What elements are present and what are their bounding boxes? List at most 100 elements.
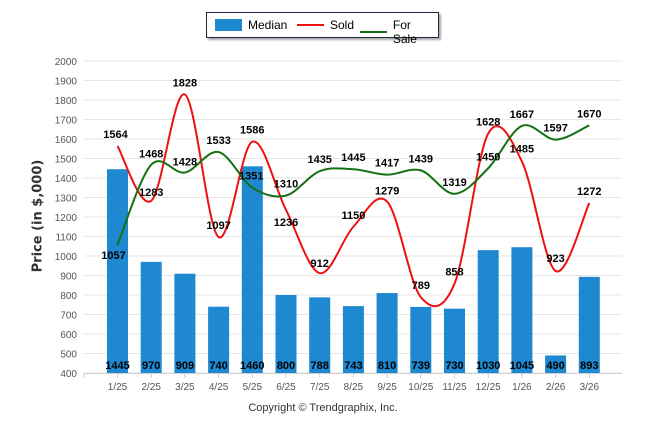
x-tick-label: 12/25: [476, 382, 501, 393]
x-tick-label: 5/25: [243, 382, 263, 393]
sold-data-label: 1279: [375, 186, 399, 198]
sold-data-label: 1150: [341, 210, 365, 222]
y-axis-ticks: 400 500 600 700 800 900 1000 1100 1200 1300 1400 15…: [55, 57, 78, 380]
median-bar: [174, 273, 196, 373]
legend-swatch-median: [215, 19, 242, 31]
x-axis: 1/25 2/25 3/25 4/25 5/25 6/25 7/25 8/25 9/25 10/2…: [83, 373, 622, 393]
x-tick-label: 2/26: [546, 382, 566, 393]
median-data-label: 743: [344, 360, 362, 372]
median-data-label: 788: [311, 360, 329, 372]
legend-swatch-sold: [297, 24, 324, 26]
y-tick-label: 700: [60, 311, 77, 322]
x-tick-label: 10/25: [408, 382, 433, 393]
median-data-label: 909: [176, 360, 194, 372]
sold-data-label: 1236: [274, 217, 298, 229]
median-data-label: 1030: [476, 360, 500, 372]
series-lines: [116, 93, 591, 308]
for-sale-data-label: 1597: [543, 123, 567, 135]
sold-data-label: 1485: [510, 143, 534, 155]
for-sale-data-label: 1439: [409, 153, 433, 165]
legend-label-median: Median: [248, 18, 288, 32]
median-bars: [107, 166, 600, 373]
median-data-label: 1445: [105, 360, 129, 372]
y-tick-label: 2000: [55, 57, 78, 68]
sold-data-label: 1586: [240, 125, 264, 137]
y-axis-label: Price (in $,000): [30, 159, 46, 273]
for-sale-data-label: 1057: [101, 250, 125, 262]
sold-data-label: 1828: [173, 78, 197, 90]
median-data-label: 810: [378, 360, 396, 372]
median-bar: [107, 169, 128, 373]
y-tick-label: 1400: [55, 174, 78, 185]
x-tick-label: 1/26: [512, 382, 532, 393]
median-bar: [477, 250, 499, 373]
x-tick-label: 7/25: [310, 382, 330, 393]
x-tick-label: 11/25: [442, 382, 467, 393]
x-tick-label: 3/25: [175, 382, 195, 393]
median-data-label: 490: [546, 360, 564, 372]
for-sale-data-label: 1428: [173, 157, 197, 169]
for-sale-data-label: 1468: [139, 149, 163, 161]
y-tick-label: 1600: [55, 135, 78, 146]
median-bar: [376, 293, 398, 373]
y-tick-label: 400: [60, 369, 77, 380]
y-tick-label: 1300: [55, 194, 78, 205]
sold-data-label: 789: [412, 280, 430, 292]
for-sale-data-label: 1319: [442, 177, 466, 189]
x-tick-label: 3/26: [580, 382, 600, 393]
sold-data-label: 1272: [577, 186, 601, 198]
x-tick-label: 1/25: [108, 382, 128, 393]
median-data-label: 1045: [510, 360, 534, 372]
sold-data-label: 923: [546, 253, 564, 265]
x-tick-label: 8/25: [344, 382, 364, 393]
median-data-label: 730: [445, 360, 463, 372]
x-tick-label: 6/25: [276, 382, 296, 393]
sold-data-label: 858: [445, 267, 463, 279]
y-tick-label: 1200: [55, 213, 78, 224]
median-bar: [444, 308, 465, 373]
sold-line: [116, 93, 591, 308]
median-bar: [511, 247, 533, 373]
median-bar: [410, 306, 432, 373]
x-tick-label: 2/25: [141, 382, 161, 393]
for-sale-data-label: 1445: [341, 152, 365, 164]
sold-data-label: 1628: [476, 117, 500, 129]
legend-item-for-sale: For Sale: [360, 18, 438, 46]
gridlines: [84, 60, 622, 374]
median-data-label: 970: [142, 360, 160, 372]
legend-swatch-for-sale: [360, 31, 387, 33]
y-tick-label: 1000: [55, 252, 78, 263]
y-tick-label: 1700: [55, 116, 78, 127]
sold-data-label: 1564: [103, 129, 128, 141]
sold-data-label: 912: [311, 258, 329, 270]
for-sale-data-label: 1310: [274, 179, 298, 191]
median-data-label: 1460: [240, 360, 264, 372]
median-data-label: 893: [580, 360, 598, 372]
median-bar: [578, 276, 600, 373]
copyright-text: Copyright © Trendgraphix, Inc.: [248, 402, 398, 414]
legend: Median Sold For Sale: [206, 12, 439, 46]
x-tick-label: 9/25: [377, 382, 397, 393]
for-sale-data-label: 1670: [577, 108, 601, 120]
for-sale-data-label: 1435: [307, 154, 331, 166]
y-tick-label: 600: [60, 330, 77, 341]
legend-label-for-sale: For Sale: [392, 18, 417, 46]
x-tick-label: 4/25: [209, 382, 229, 393]
legend-label-sold: Sold: [330, 18, 355, 32]
median-data-label: 739: [412, 360, 430, 372]
y-tick-label: 900: [60, 272, 77, 283]
for-sale-data-label: 1450: [476, 151, 500, 163]
for-sale-data-label: 1351: [239, 171, 263, 183]
median-bar: [275, 295, 297, 373]
y-tick-label: 1100: [55, 233, 77, 244]
sold-data-label: 1283: [139, 187, 163, 199]
y-tick-label: 800: [60, 291, 77, 302]
median-bar: [545, 355, 567, 373]
for-sale-data-label: 1417: [375, 158, 399, 170]
median-bar: [140, 261, 162, 373]
for-sale-data-label: 1667: [510, 109, 534, 121]
sold-data-label: 1097: [206, 220, 230, 232]
median-bar: [208, 306, 230, 373]
y-tick-label: 1900: [55, 77, 78, 88]
